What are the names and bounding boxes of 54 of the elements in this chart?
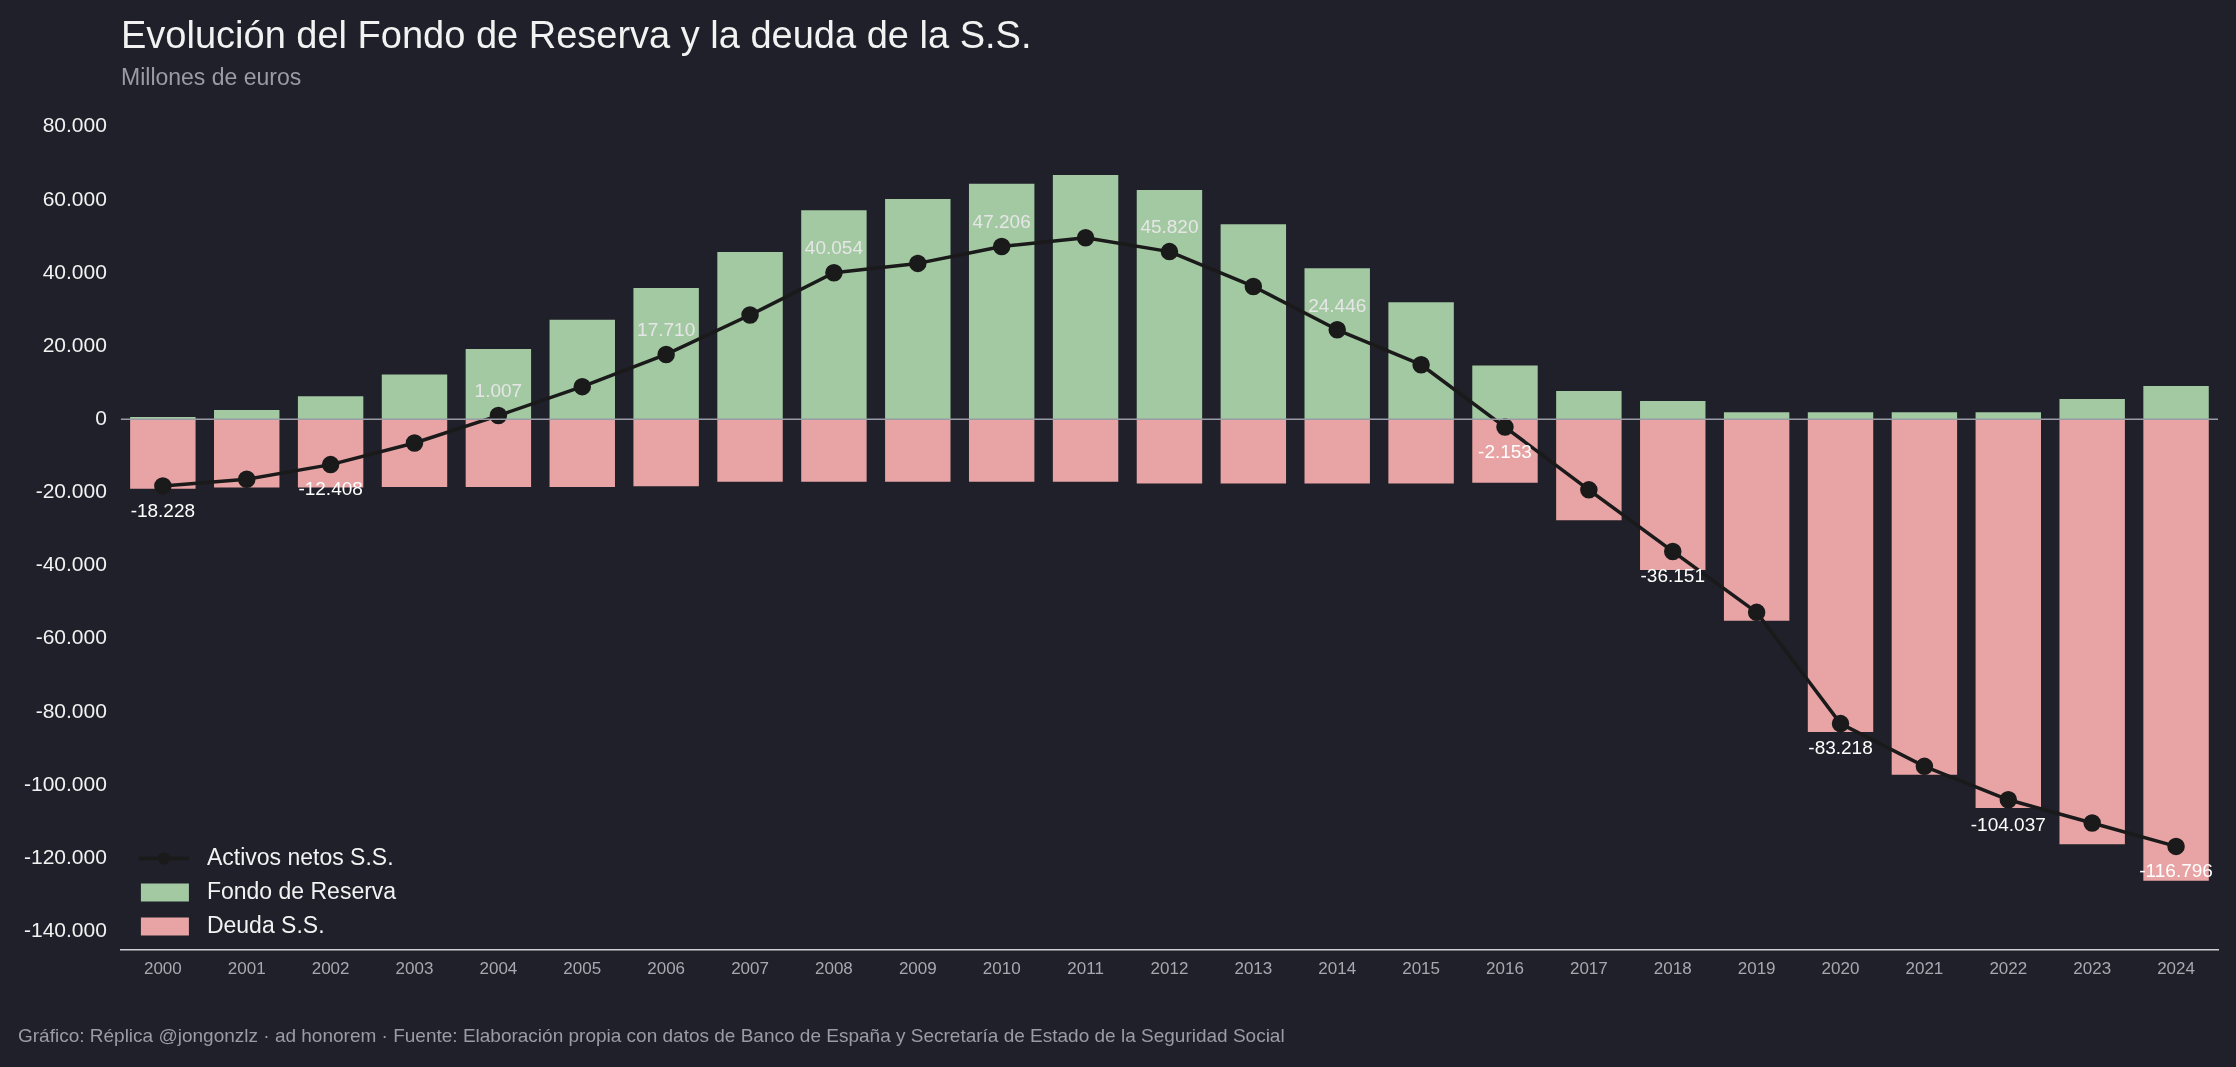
x-tick-label: 2003 [395,959,434,979]
x-tick-label: 2018 [1653,959,1692,979]
y-tick-label: -140.000 [24,918,107,942]
x-tick-label: 2017 [1569,959,1608,979]
x-tick-label: 2019 [1737,959,1776,979]
x-tick-label: 2010 [982,959,1021,979]
x-tick-label: 2022 [1989,959,2028,979]
data-label: 1.007 [474,380,523,402]
data-label: -2.153 [1478,440,1532,462]
x-tick-label: 2002 [311,959,350,979]
data-label: 40.054 [804,237,864,259]
data-label: -36.151 [1640,565,1705,587]
y-tick-label: 20.000 [42,332,107,356]
legend-label: Activos netos S.S. [206,843,394,870]
x-tick-label: 2021 [1905,959,1944,979]
x-tick-label: 2023 [2073,959,2112,979]
y-tick-label: -20.000 [35,479,107,503]
data-label: -104.037 [1970,813,2046,835]
data-label: 45.820 [1140,216,1199,238]
y-tick-label: 40.000 [42,259,107,283]
x-tick-label: 2004 [479,959,518,979]
y-tick-label: 0 [95,406,107,430]
x-tick-label: 2005 [563,959,602,979]
y-tick-label: -120.000 [24,844,107,868]
x-tick-label: 2014 [1318,959,1357,979]
x-tick-label: 2006 [647,959,686,979]
y-tick-label: -40.000 [35,552,107,576]
x-tick-label: 2009 [898,959,937,979]
chart-title: Evolución del Fondo de Reserva y la deuda de la S.S. [121,14,1032,57]
y-tick-label: -80.000 [35,698,107,722]
y-tick-label: -60.000 [35,625,107,649]
legend-label: Fondo de Reserva [206,877,397,904]
x-tick-label: 2008 [815,959,853,979]
x-tick-label: 2007 [731,959,769,979]
data-label: -83.218 [1808,737,1873,759]
x-tick-label: 2020 [1821,959,1860,979]
chart-subtitle: Millones de euros [121,64,302,91]
x-tick-label: 2016 [1486,959,1524,979]
y-tick-label: -100.000 [24,771,107,795]
legend-label: Deuda S.S. [206,911,325,938]
x-tick-label: 2012 [1150,959,1189,979]
y-tick-label: 60.000 [42,186,107,210]
data-label: 17.710 [637,319,696,341]
data-label: 24.446 [1308,294,1367,316]
data-label: 47.206 [972,211,1031,233]
x-tick-label: 2011 [1067,959,1104,979]
x-tick-label: 2013 [1234,959,1273,979]
data-label: -18.228 [130,499,196,521]
text: Gráfico: Réplica @jongonzlz · ad honorem · Fuente: Elaboración propia con datos de Banco de España y Secretaría de Estado de la Seguridad Social [18,1025,1285,1047]
x-tick-label: 2000 [143,959,182,979]
x-tick-label: 2024 [2157,959,2195,979]
x-tick-label: 2001 [227,959,266,979]
x-tick-label: 2015 [1402,959,1441,979]
y-tick-label: 80.000 [42,113,107,137]
